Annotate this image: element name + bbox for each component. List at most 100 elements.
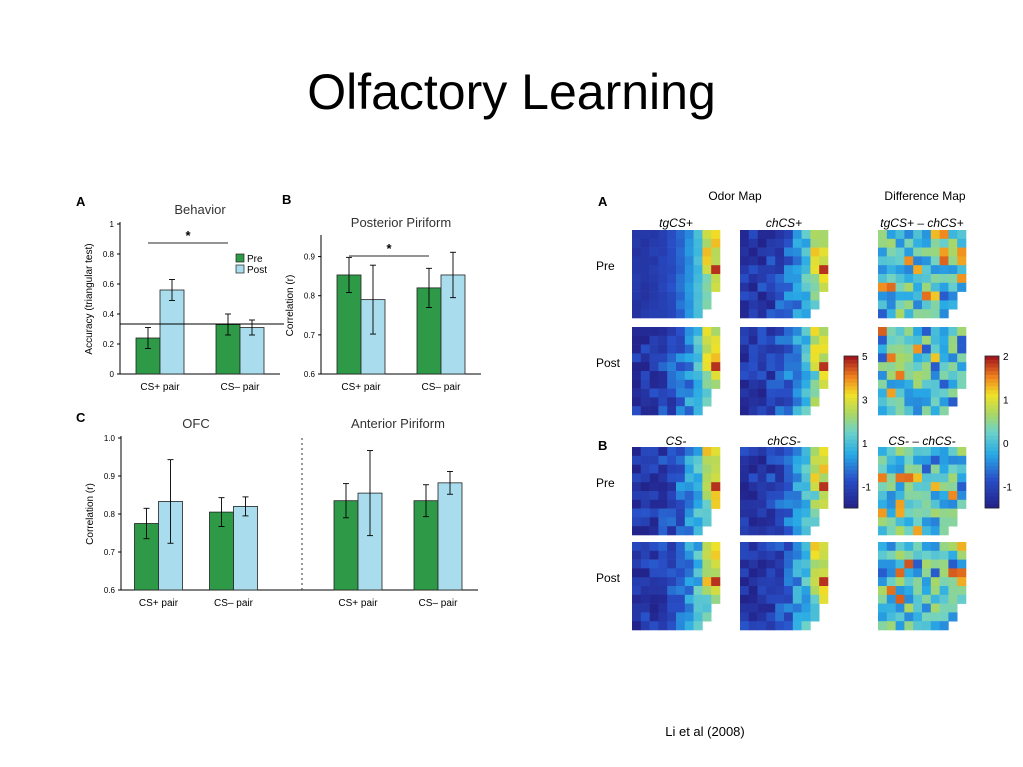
heatmap-cell bbox=[922, 265, 932, 275]
heatmap-cell bbox=[649, 282, 659, 292]
heatmap-cell bbox=[684, 406, 694, 416]
y-axis-label: Correlation (r) bbox=[285, 275, 296, 337]
heatmap-cell bbox=[667, 265, 677, 275]
colorbar-segment bbox=[985, 363, 999, 368]
heatmap-cell bbox=[748, 526, 758, 536]
heatmap-cell bbox=[766, 406, 776, 416]
heatmap-cell bbox=[801, 577, 811, 587]
heatmap-cell bbox=[649, 464, 659, 474]
heatmap-cell bbox=[948, 371, 958, 381]
heatmap-cell bbox=[766, 473, 776, 483]
heatmap-cell bbox=[684, 291, 694, 301]
heatmap-cell bbox=[878, 542, 888, 552]
heatmap-cell bbox=[939, 612, 949, 622]
heatmap-cell bbox=[632, 508, 642, 518]
heatmap-cell bbox=[649, 309, 659, 319]
heatmap-cell bbox=[957, 282, 967, 292]
heatmap-cell bbox=[913, 491, 923, 501]
heatmap-cell bbox=[740, 388, 750, 398]
colorbar-segment bbox=[844, 492, 858, 497]
heatmap-cell bbox=[792, 397, 802, 407]
heatmap-cell bbox=[711, 362, 721, 372]
heatmap-cell bbox=[904, 559, 914, 569]
heatmap-cell bbox=[775, 455, 785, 465]
heatmap-cell bbox=[693, 559, 703, 569]
heatmap-cell bbox=[658, 353, 668, 363]
heatmap-cell bbox=[784, 526, 794, 536]
heatmap-cell bbox=[886, 371, 896, 381]
heatmap-cell bbox=[895, 542, 905, 552]
heatmap-cell bbox=[676, 464, 686, 474]
heatmap-cell bbox=[930, 282, 940, 292]
colorbar-segment bbox=[985, 405, 999, 410]
heatmap-cell bbox=[895, 594, 905, 604]
heatmap-cell bbox=[740, 455, 750, 465]
heatmap-cell bbox=[819, 230, 829, 240]
heatmap-cell bbox=[684, 568, 694, 578]
heatmap-cell bbox=[810, 282, 820, 292]
heatmap-cell bbox=[939, 335, 949, 345]
heatmap-cell bbox=[684, 550, 694, 560]
legend-label-pre: Pre bbox=[247, 254, 263, 265]
heatmap-cell bbox=[939, 464, 949, 474]
heatmap-cell bbox=[810, 594, 820, 604]
heatmap-cell bbox=[904, 256, 914, 266]
heatmap-cell bbox=[886, 464, 896, 474]
heatmap-cell bbox=[895, 455, 905, 465]
heatmap-cell bbox=[632, 473, 642, 483]
heatmap-cell bbox=[711, 464, 721, 474]
heatmap-cell bbox=[632, 335, 642, 345]
heatmap-cell bbox=[939, 473, 949, 483]
heatmap-cell bbox=[740, 577, 750, 587]
colorbar-tick-label: 3 bbox=[862, 395, 868, 406]
heatmap-cell bbox=[801, 247, 811, 257]
heatmap-cell bbox=[904, 291, 914, 301]
heatmap-cell bbox=[740, 344, 750, 354]
heatmap-cell bbox=[904, 379, 914, 389]
heatmap-cell bbox=[939, 353, 949, 363]
significance-marker: * bbox=[185, 228, 191, 243]
panel-title: OFC bbox=[182, 416, 209, 431]
heatmap-cell bbox=[939, 256, 949, 266]
heatmap-cell bbox=[658, 464, 668, 474]
heatmap-cell bbox=[930, 247, 940, 257]
heatmap-cell bbox=[667, 612, 677, 622]
heatmap-cell bbox=[757, 568, 767, 578]
heatmap-cell bbox=[740, 247, 750, 257]
heatmap-cell bbox=[693, 282, 703, 292]
heatmap-cell bbox=[693, 247, 703, 257]
heatmap-cell bbox=[810, 371, 820, 381]
heatmap-cell bbox=[684, 327, 694, 337]
heatmap-cell bbox=[904, 577, 914, 587]
heatmap-cell bbox=[886, 603, 896, 613]
heatmap-cell bbox=[792, 491, 802, 501]
heatmap-cell bbox=[766, 603, 776, 613]
heatmap-cell bbox=[801, 362, 811, 372]
heatmap-cell bbox=[667, 388, 677, 398]
heatmap-cell bbox=[810, 274, 820, 284]
colorbar-segment bbox=[844, 485, 858, 490]
heatmap-cell bbox=[740, 612, 750, 622]
row-label-pre: Pre bbox=[596, 259, 615, 273]
heatmap-cell bbox=[740, 464, 750, 474]
heatmap-cell bbox=[922, 473, 932, 483]
colorbar-segment bbox=[844, 356, 858, 361]
heatmap-cell bbox=[676, 612, 686, 622]
heatmap-cell bbox=[784, 603, 794, 613]
heatmap-cell bbox=[649, 447, 659, 457]
heatmap-cell bbox=[930, 577, 940, 587]
heatmap-cell bbox=[913, 577, 923, 587]
heatmap-cell bbox=[878, 517, 888, 527]
heatmap-cell bbox=[632, 274, 642, 284]
colorbar-segment bbox=[985, 428, 999, 433]
heatmap-cell bbox=[748, 473, 758, 483]
heatmap-cell bbox=[939, 621, 949, 631]
heatmap-cell bbox=[810, 559, 820, 569]
heatmap-cell bbox=[740, 274, 750, 284]
heatmap-cell bbox=[913, 499, 923, 509]
heatmap-cell bbox=[904, 482, 914, 492]
colorbar-segment bbox=[985, 371, 999, 376]
heatmap-cell bbox=[740, 482, 750, 492]
heatmap-cell bbox=[702, 603, 712, 613]
heatmap-cell bbox=[658, 371, 668, 381]
